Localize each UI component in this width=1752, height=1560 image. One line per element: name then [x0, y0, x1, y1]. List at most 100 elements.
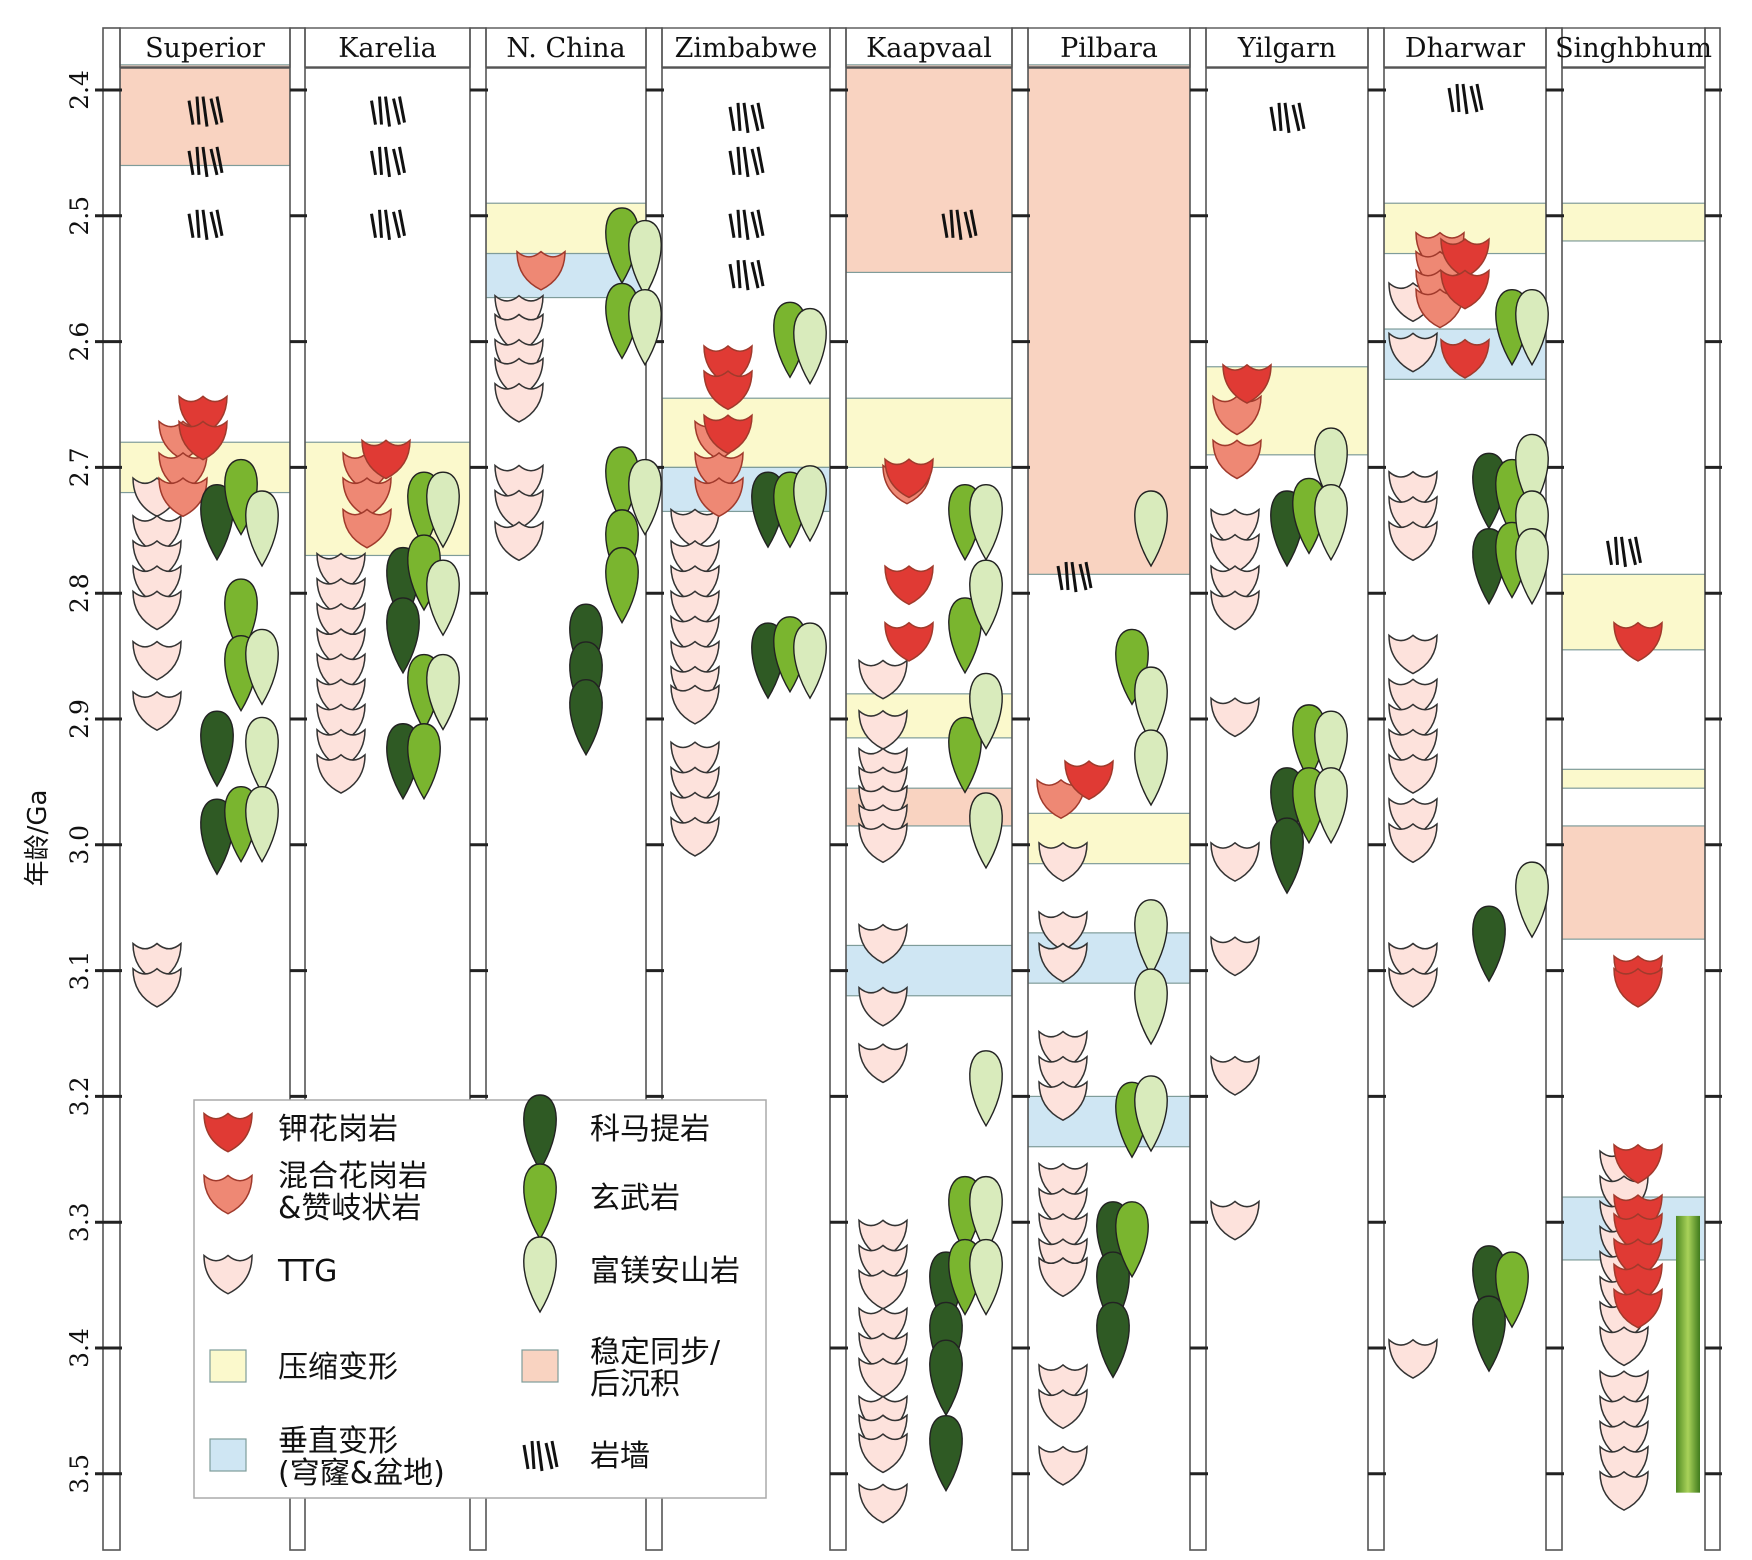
komatiite-symbol	[929, 1414, 963, 1493]
dike-symbol	[728, 259, 765, 291]
legend-label-line2: (穹窿&盆地)	[278, 1456, 445, 1491]
ttg-symbol	[1210, 1055, 1260, 1096]
basalt-symbol	[605, 546, 639, 624]
ttg-symbol	[1210, 696, 1260, 738]
ttg-symbol	[670, 816, 720, 857]
basalt-symbol	[1115, 1201, 1149, 1279]
k_granite-symbol	[178, 419, 228, 461]
ttg-symbol	[858, 709, 908, 750]
legend-box	[193, 1099, 767, 1499]
dike-symbol	[728, 102, 765, 134]
ttg-symbol	[203, 1253, 253, 1295]
migmatite-symbol	[1212, 394, 1262, 436]
column-rail	[829, 27, 847, 1551]
dike-symbol	[370, 96, 406, 127]
sedimentation-band	[845, 64, 1013, 274]
mg_andesite-symbol	[628, 289, 662, 367]
k_granite-symbol	[361, 438, 411, 480]
ttg-symbol	[1038, 941, 1088, 983]
ttg-symbol	[132, 639, 182, 681]
vertical-legend-swatch	[209, 1438, 247, 1472]
legend-label: 垂直变形	[278, 1424, 398, 1459]
legend-label: 混合花岗岩	[278, 1159, 428, 1194]
ttg-symbol	[494, 520, 544, 562]
y-tick-label: 2.7	[65, 448, 94, 488]
mg_andesite-symbol	[245, 716, 279, 794]
legend-label-line2: &赞岐状岩	[278, 1191, 421, 1226]
ttg-symbol	[1038, 1445, 1088, 1486]
mg_andesite-symbol	[1515, 289, 1549, 367]
k_granite-symbol	[1440, 268, 1490, 310]
ttg-symbol	[1388, 633, 1438, 675]
ttg-symbol	[670, 683, 720, 725]
k_granite-symbol	[1613, 621, 1663, 662]
mg_andesite-symbol	[969, 672, 1003, 750]
mg_andesite-symbol	[1134, 968, 1168, 1046]
craton-header: Zimbabwe	[675, 33, 818, 64]
ttg-symbol	[1388, 967, 1438, 1008]
mg_andesite-symbol	[523, 1236, 557, 1314]
y-tick-label: 2.9	[65, 699, 94, 739]
legend-label-line2: 后沉积	[590, 1367, 680, 1402]
ttg-symbol	[858, 1432, 908, 1474]
header-box	[119, 27, 291, 68]
ttg-symbol	[1388, 1338, 1438, 1379]
y-tick-label: 2.4	[65, 70, 94, 110]
header-box	[304, 27, 471, 68]
k_granite-symbol	[703, 369, 753, 411]
migmatite-symbol	[342, 507, 392, 549]
mg_andesite-symbol	[969, 1050, 1003, 1128]
komatiite-symbol	[200, 484, 234, 562]
basalt-symbol	[948, 716, 982, 794]
dike-symbol	[1056, 561, 1093, 593]
legend-label: 富镁安山岩	[590, 1254, 740, 1289]
sedimentation-band	[1027, 64, 1191, 575]
mg_andesite-symbol	[1515, 528, 1549, 606]
mg_andesite-symbol	[426, 653, 460, 731]
komatiite-symbol	[1472, 1295, 1506, 1373]
mg_andesite-symbol	[1134, 1075, 1168, 1153]
mg_andesite-symbol	[1314, 427, 1348, 505]
mg_andesite-symbol	[628, 458, 662, 536]
header-box	[661, 27, 831, 68]
ttg-symbol	[1210, 589, 1260, 631]
mg_andesite-symbol	[1314, 484, 1348, 562]
migmatite-symbol	[203, 1173, 253, 1215]
singhbhum-green-bar	[1676, 1215, 1700, 1493]
dike-symbol	[187, 146, 224, 178]
migmatite-symbol	[342, 476, 392, 518]
y-tick-label: 3.3	[65, 1202, 94, 1242]
craton-header: N. China	[506, 33, 625, 64]
mg_andesite-symbol	[1515, 433, 1549, 511]
column-rail	[1704, 27, 1721, 1551]
ttg-symbol	[858, 985, 908, 1027]
compression-band	[845, 397, 1013, 468]
mg_andesite-symbol	[426, 471, 460, 549]
ttg-symbol	[1388, 822, 1438, 864]
k_granite-symbol	[1613, 967, 1663, 1008]
migmatite-symbol	[1212, 438, 1262, 480]
y-tick-label: 3.5	[65, 1454, 94, 1494]
dike-symbol	[370, 209, 406, 240]
mg_andesite-symbol	[969, 1175, 1003, 1253]
column-rail	[1545, 27, 1563, 1551]
ttg-symbol	[132, 967, 182, 1008]
k_granite-symbol	[1222, 363, 1272, 404]
ttg-symbol	[132, 589, 182, 631]
basalt-symbol	[1495, 1251, 1529, 1329]
k_granite-symbol	[1064, 759, 1114, 801]
komatiite-symbol	[523, 1094, 557, 1172]
header-box	[485, 27, 647, 68]
ttg-symbol	[1038, 1256, 1088, 1298]
mg_andesite-symbol	[1134, 729, 1168, 807]
ttg-symbol	[1388, 753, 1438, 794]
craton-header: Dharwar	[1405, 33, 1525, 64]
ttg-symbol	[858, 1482, 908, 1524]
dike-symbol	[370, 146, 406, 178]
mg_andesite-symbol	[245, 785, 279, 864]
legend-label: 钾花岗岩	[278, 1112, 398, 1147]
k_granite-symbol	[884, 457, 934, 499]
compression-band	[1561, 202, 1706, 242]
komatiite-symbol	[929, 1339, 963, 1417]
